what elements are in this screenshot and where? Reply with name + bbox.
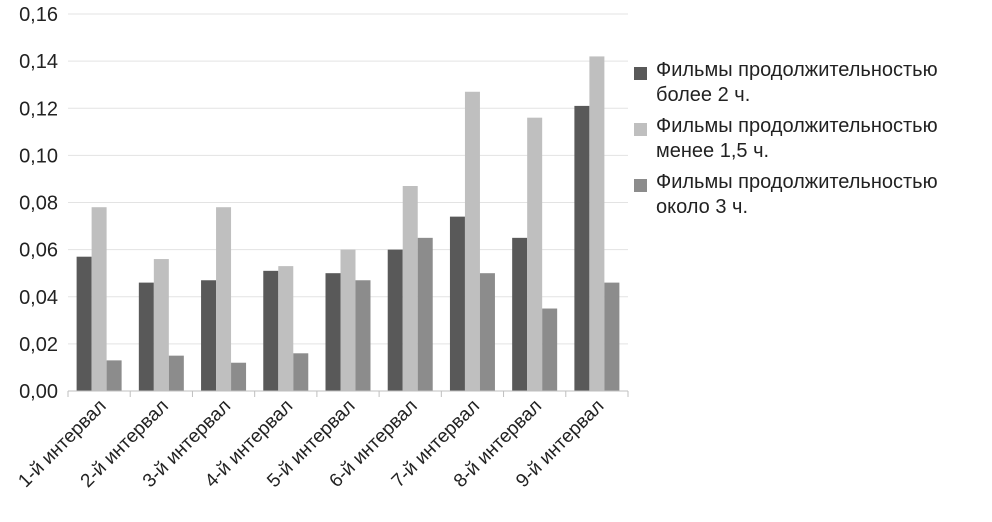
bar-series-1 (263, 270, 279, 391)
bar-series-2 (216, 207, 232, 391)
bar-series-3 (542, 308, 558, 391)
legend-item-series-1: Фильмы продолжительностью более 2 ч. (634, 58, 992, 108)
bar-series-1 (76, 256, 92, 391)
legend: Фильмы продолжительностью более 2 ч. Фил… (634, 58, 992, 226)
y-tick-label: 0,14 (19, 51, 58, 73)
bar-series-3 (106, 360, 122, 391)
bars (76, 56, 620, 392)
bar-series-3 (293, 353, 309, 391)
y-tick-label: 0,16 (19, 4, 58, 26)
bar-series-2 (464, 91, 480, 391)
y-tick-label: 0,00 (19, 381, 58, 403)
bar-series-2 (589, 56, 605, 391)
bar-series-1 (201, 280, 217, 391)
bar-series-3 (168, 355, 184, 391)
legend-item-series-2: Фильмы продолжительностью менее 1,5 ч. (634, 114, 992, 164)
y-tick-label: 0,04 (19, 287, 58, 309)
legend-label-series-2: Фильмы продолжительностью менее 1,5 ч. (656, 115, 938, 162)
bar-series-3 (231, 362, 247, 391)
y-tick-label: 0,06 (19, 240, 58, 262)
y-tick-label: 0,12 (19, 98, 58, 120)
legend-swatch-series-3 (634, 179, 647, 192)
bar-series-2 (153, 259, 169, 391)
bar-series-3 (604, 282, 620, 391)
bar-series-2 (527, 117, 543, 392)
bar-series-1 (512, 237, 528, 391)
x-axis (67, 390, 629, 397)
y-tick-label: 0,02 (19, 334, 58, 356)
bar-series-3 (479, 273, 495, 391)
bar-series-1 (387, 249, 403, 391)
bar-series-2 (278, 266, 294, 391)
bar-series-2 (402, 186, 418, 391)
bar-series-1 (449, 216, 465, 391)
legend-item-series-3: Фильмы продолжительностью около 3 ч. (634, 170, 992, 220)
bar-series-3 (417, 237, 433, 391)
y-axis-tick-labels: 0,00 0,02 0,04 0,06 0,08 0,10 0,12 0,14 0,16 (19, 4, 58, 403)
bar-series-1 (138, 282, 154, 391)
bar-series-2 (91, 207, 107, 391)
legend-label-series-3: Фильмы продолжительностью около 3 ч. (656, 171, 938, 218)
bar-series-3 (355, 280, 371, 391)
legend-swatch-series-2 (634, 123, 647, 136)
y-tick-label: 0,10 (19, 145, 58, 167)
legend-swatch-series-1 (634, 67, 647, 80)
legend-label-series-1: Фильмы продолжительностью более 2 ч. (656, 59, 938, 106)
bar-series-2 (340, 249, 356, 391)
bar-series-1 (325, 273, 341, 391)
bar-series-1 (574, 105, 590, 392)
y-tick-label: 0,08 (19, 193, 58, 215)
